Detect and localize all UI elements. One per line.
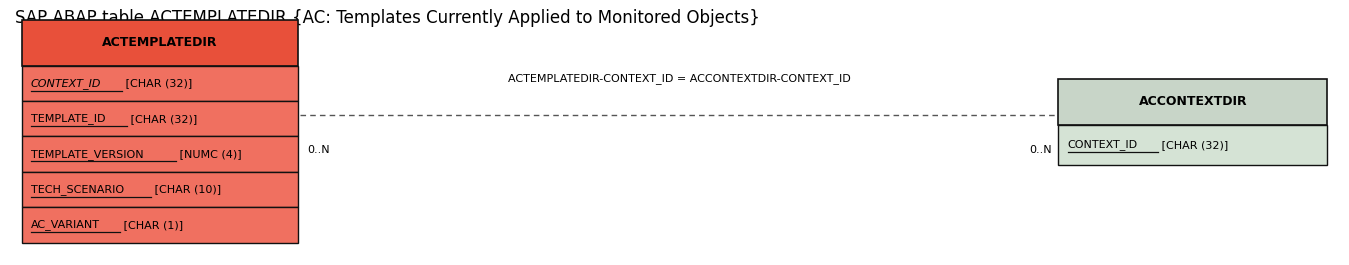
Text: [CHAR (32)]: [CHAR (32)] [121, 78, 192, 88]
Text: [CHAR (32)]: [CHAR (32)] [127, 114, 197, 124]
Text: [CHAR (10)]: [CHAR (10)] [151, 184, 221, 195]
FancyBboxPatch shape [22, 172, 298, 207]
Text: TECH_SCENARIO: TECH_SCENARIO [31, 184, 124, 195]
Text: ACTEMPLATEDIR-CONTEXT_ID = ACCONTEXTDIR-CONTEXT_ID: ACTEMPLATEDIR-CONTEXT_ID = ACCONTEXTDIR-… [507, 73, 851, 84]
FancyBboxPatch shape [22, 136, 298, 172]
FancyBboxPatch shape [22, 20, 298, 66]
Text: ACCONTEXTDIR: ACCONTEXTDIR [1139, 95, 1246, 108]
FancyBboxPatch shape [22, 207, 298, 243]
Text: CONTEXT_ID: CONTEXT_ID [31, 78, 101, 89]
FancyBboxPatch shape [22, 101, 298, 136]
Text: AC_VARIANT: AC_VARIANT [31, 219, 100, 230]
Text: [NUMC (4)]: [NUMC (4)] [175, 149, 241, 159]
Text: [CHAR (1)]: [CHAR (1)] [120, 220, 183, 230]
Text: CONTEXT_ID: CONTEXT_ID [1067, 139, 1137, 151]
FancyBboxPatch shape [1058, 79, 1327, 125]
Text: SAP ABAP table ACTEMPLATEDIR {AC: Templates Currently Applied to Monitored Objec: SAP ABAP table ACTEMPLATEDIR {AC: Templa… [15, 9, 759, 27]
FancyBboxPatch shape [22, 66, 298, 101]
Text: ACTEMPLATEDIR: ACTEMPLATEDIR [101, 36, 217, 49]
Text: 0..N: 0..N [308, 144, 329, 154]
Text: TEMPLATE_VERSION: TEMPLATE_VERSION [31, 149, 143, 160]
FancyBboxPatch shape [1058, 125, 1327, 165]
Text: 0..N: 0..N [1029, 144, 1051, 154]
Text: [CHAR (32)]: [CHAR (32)] [1157, 140, 1228, 150]
Text: TEMPLATE_ID: TEMPLATE_ID [31, 113, 105, 124]
